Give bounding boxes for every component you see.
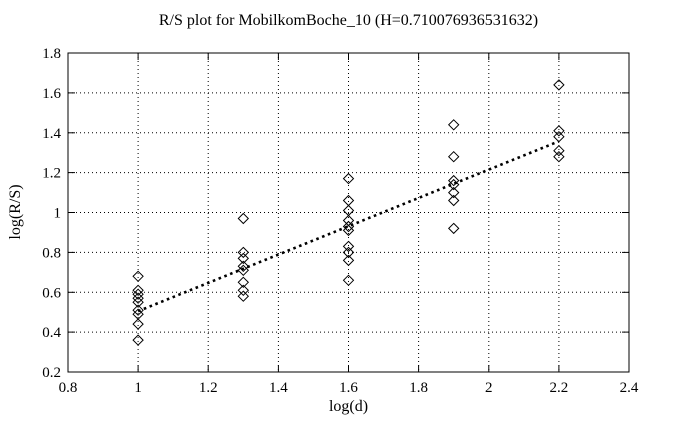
diamond-marker (553, 125, 565, 137)
y-tick-label: 0.6 (42, 285, 61, 301)
gridlines (67, 52, 630, 373)
diamond-marker (237, 246, 250, 259)
hurst-fit-line (137, 140, 560, 313)
diamond-marker (237, 212, 250, 225)
diamond-marker (447, 150, 460, 163)
diamond-marker (132, 292, 144, 304)
diamond-marker (237, 284, 250, 297)
diamond-marker (342, 254, 355, 267)
diamond-marker (447, 222, 460, 235)
diamond-marker (553, 150, 565, 163)
diamond-marker (132, 296, 144, 308)
diamond-marker (553, 130, 565, 143)
diamond-marker (132, 284, 144, 297)
diamond-marker (447, 119, 460, 131)
diamond-marker (447, 186, 460, 199)
x-tick-label: 0.8 (59, 380, 78, 396)
y-tick-label: 1.6 (42, 86, 61, 102)
y-tick-label: 1 (54, 206, 62, 222)
diamond-marker (132, 334, 144, 346)
diamond-marker (342, 246, 355, 259)
y-tick-label: 0.4 (42, 325, 61, 341)
y-tick-label: 1.8 (42, 46, 61, 62)
x-axis-label: log(d) (328, 398, 369, 415)
data-points (132, 79, 565, 346)
diamond-marker (447, 174, 460, 187)
x-tick-label: 2.2 (550, 380, 569, 396)
x-tick-label: 1.4 (269, 380, 288, 396)
diamond-marker (342, 224, 355, 237)
x-tick-label: 2 (485, 380, 493, 396)
y-tick-label: 1.4 (42, 126, 61, 142)
x-tick-label: 2.4 (620, 380, 639, 396)
x-tick-label: 1.6 (339, 380, 358, 396)
diamond-marker (553, 144, 565, 157)
diamond-marker (447, 178, 460, 191)
diamond-marker (553, 79, 565, 91)
diamond-marker (342, 220, 355, 233)
diamond-marker (447, 194, 460, 207)
x-tick-label: 1 (134, 380, 142, 396)
diamond-marker (237, 252, 250, 265)
diamond-marker (132, 288, 144, 300)
y-tick-label: 0.8 (42, 245, 61, 261)
diamond-marker (342, 172, 355, 185)
x-tick-label: 1.8 (409, 380, 428, 396)
diamond-marker (342, 240, 355, 253)
diamond-marker (132, 270, 144, 283)
diamond-marker (237, 260, 250, 273)
y-axis-label: log(R/S) (7, 184, 24, 240)
diamond-marker (237, 264, 250, 277)
axis-ticks: 0.8 1 1.2 1.4 1.6 1.8 2 2.2 2.4 0.2 0.4 0.6 0.8 1 1.2 1… (42, 46, 639, 396)
y-tick-label: 1.2 (42, 166, 61, 182)
diamond-marker (132, 304, 144, 316)
diamond-marker (237, 276, 250, 289)
diamond-marker (237, 290, 250, 302)
y-tick-label: 0.2 (42, 365, 61, 381)
diamond-marker (342, 274, 355, 287)
diamond-marker (132, 318, 144, 330)
chart-title: R/S plot for MobilkomBoche_10 (H=0.71007… (158, 12, 539, 29)
x-tick-label: 1.2 (199, 380, 218, 396)
